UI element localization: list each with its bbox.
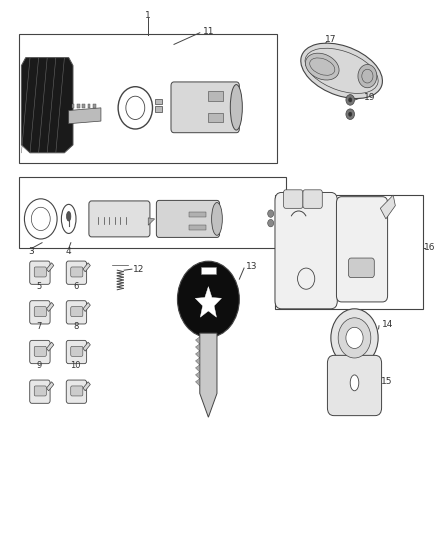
Text: 5: 5: [36, 282, 42, 291]
Text: 8: 8: [73, 322, 78, 331]
Circle shape: [349, 98, 352, 102]
Circle shape: [268, 210, 274, 217]
Polygon shape: [69, 108, 101, 124]
FancyBboxPatch shape: [34, 306, 46, 317]
Polygon shape: [83, 302, 90, 311]
Circle shape: [268, 220, 274, 227]
Polygon shape: [195, 378, 200, 386]
Text: 1: 1: [145, 11, 151, 20]
Bar: [201, 266, 216, 274]
FancyBboxPatch shape: [34, 267, 46, 277]
Circle shape: [346, 95, 354, 105]
Bar: [189, 225, 206, 230]
FancyBboxPatch shape: [336, 197, 388, 302]
FancyBboxPatch shape: [30, 380, 50, 403]
Bar: [82, 103, 85, 108]
FancyBboxPatch shape: [66, 301, 87, 324]
FancyBboxPatch shape: [71, 346, 83, 356]
Circle shape: [346, 109, 354, 119]
Ellipse shape: [67, 212, 71, 221]
Bar: [19, 34, 277, 164]
Text: 2: 2: [293, 193, 299, 202]
Bar: [208, 113, 223, 123]
FancyBboxPatch shape: [34, 386, 46, 396]
FancyBboxPatch shape: [71, 306, 83, 317]
FancyBboxPatch shape: [156, 200, 219, 237]
FancyBboxPatch shape: [89, 201, 150, 237]
Polygon shape: [83, 342, 90, 351]
Polygon shape: [380, 195, 396, 219]
Text: 16: 16: [424, 244, 435, 253]
Bar: [208, 91, 223, 101]
FancyBboxPatch shape: [30, 301, 50, 324]
Text: 6: 6: [73, 282, 78, 291]
Bar: [189, 212, 206, 217]
FancyBboxPatch shape: [71, 386, 83, 396]
FancyBboxPatch shape: [171, 82, 239, 133]
FancyBboxPatch shape: [30, 261, 50, 284]
Bar: [275, 195, 423, 309]
Bar: [155, 99, 162, 104]
Polygon shape: [46, 342, 54, 351]
Polygon shape: [83, 263, 90, 272]
FancyBboxPatch shape: [71, 267, 83, 277]
Polygon shape: [21, 58, 73, 153]
FancyBboxPatch shape: [283, 190, 303, 208]
Text: 17: 17: [325, 35, 337, 44]
Ellipse shape: [301, 43, 382, 99]
Polygon shape: [195, 372, 200, 379]
Ellipse shape: [350, 375, 359, 391]
Text: 7: 7: [36, 322, 42, 331]
Text: 13: 13: [246, 262, 257, 271]
FancyBboxPatch shape: [30, 341, 50, 364]
Text: 9: 9: [36, 361, 42, 370]
FancyBboxPatch shape: [34, 346, 46, 356]
FancyBboxPatch shape: [275, 192, 337, 309]
Bar: [19, 176, 286, 248]
FancyBboxPatch shape: [328, 356, 381, 416]
Polygon shape: [195, 337, 200, 344]
Bar: [93, 103, 96, 108]
Polygon shape: [148, 218, 155, 225]
Circle shape: [177, 261, 239, 337]
Bar: [155, 106, 162, 111]
Bar: [88, 103, 90, 108]
Circle shape: [358, 64, 377, 88]
Ellipse shape: [230, 85, 242, 130]
Ellipse shape: [212, 203, 223, 235]
Polygon shape: [195, 358, 200, 365]
Polygon shape: [46, 302, 54, 311]
Ellipse shape: [305, 53, 339, 80]
FancyBboxPatch shape: [349, 258, 374, 278]
FancyBboxPatch shape: [66, 380, 87, 403]
Polygon shape: [83, 382, 90, 391]
Text: 11: 11: [203, 27, 214, 36]
Text: 19: 19: [364, 93, 375, 102]
FancyBboxPatch shape: [66, 261, 87, 284]
Polygon shape: [195, 365, 200, 372]
Bar: [72, 103, 74, 108]
Polygon shape: [200, 333, 217, 417]
Polygon shape: [195, 351, 200, 358]
FancyBboxPatch shape: [66, 341, 87, 364]
Text: 3: 3: [28, 247, 34, 256]
Text: 12: 12: [133, 265, 145, 273]
Bar: [77, 103, 80, 108]
Text: 10: 10: [71, 361, 81, 370]
Circle shape: [349, 112, 352, 116]
FancyBboxPatch shape: [303, 190, 322, 208]
Circle shape: [331, 309, 378, 367]
Polygon shape: [195, 344, 200, 351]
Circle shape: [338, 318, 371, 358]
Polygon shape: [195, 287, 222, 317]
Polygon shape: [46, 382, 54, 391]
Text: 4: 4: [66, 247, 71, 256]
Polygon shape: [46, 263, 54, 272]
Text: 15: 15: [381, 377, 393, 386]
Text: 14: 14: [381, 320, 393, 329]
Circle shape: [346, 327, 363, 349]
